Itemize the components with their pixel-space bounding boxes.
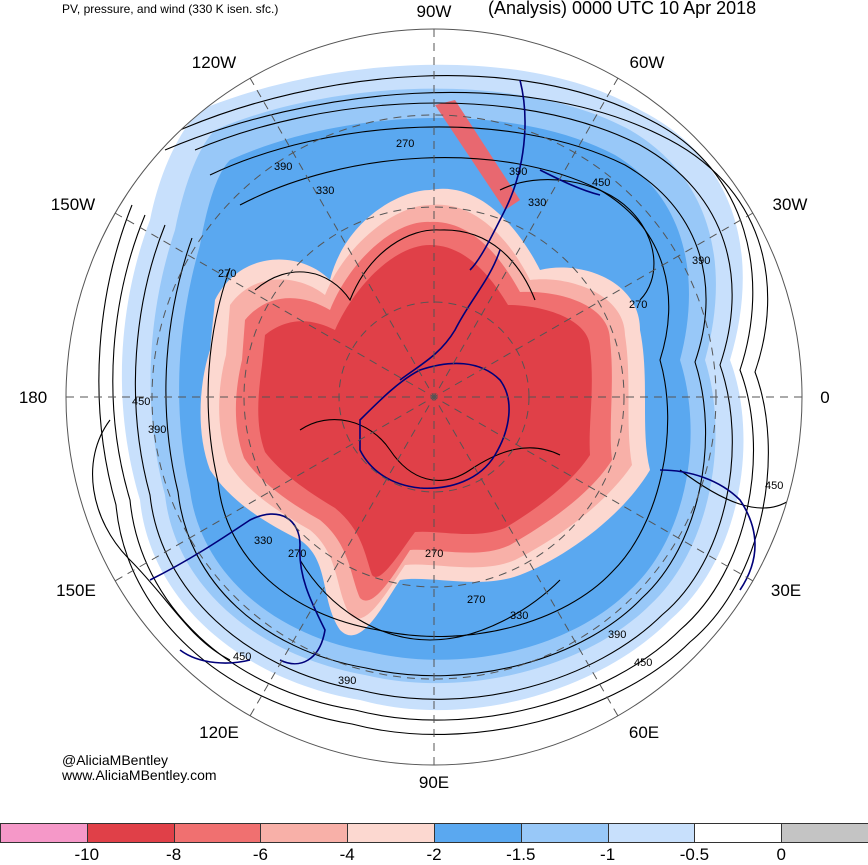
contour-label-330: 330 — [316, 185, 334, 197]
map-boundary — [65, 28, 803, 766]
map-subtitle: PV, pressure, and wind (330 K isen. sfc.… — [62, 2, 279, 16]
colorbar-label: -1.5 — [506, 845, 536, 864]
contour-label-330: 330 — [510, 610, 528, 622]
colorbar-swatch — [260, 823, 349, 843]
lon-label-90e: 90E — [419, 773, 449, 792]
contour-label-270: 270 — [396, 138, 414, 150]
colorbar-label: -10 — [74, 845, 100, 864]
colorbar-label: -6 — [252, 845, 268, 864]
lon-label-0: 0 — [820, 388, 829, 407]
contour-label-390: 390 — [509, 166, 527, 178]
colorbar-label: -0.5 — [679, 845, 710, 864]
lon-label-30w: 30W — [773, 195, 808, 214]
colorbar-label: -2 — [426, 845, 442, 864]
contour-label-390: 390 — [338, 675, 356, 687]
colorbar-swatch — [781, 823, 868, 843]
contour-label-450: 450 — [233, 651, 251, 663]
lon-label-150e: 150E — [56, 581, 96, 600]
colorbar-swatch — [173, 823, 262, 843]
colorbar-label: -8 — [166, 845, 182, 864]
lon-label-60w: 60W — [630, 53, 665, 72]
colorbar-swatch — [86, 823, 175, 843]
lon-label-120w: 120W — [192, 53, 236, 72]
contour-label-390: 390 — [608, 629, 626, 641]
contour-label-390: 390 — [692, 255, 710, 267]
contour-label-330: 330 — [254, 535, 272, 547]
contour-label-450: 450 — [132, 396, 150, 408]
contour-label-270: 270 — [218, 268, 236, 280]
contour-label-450: 450 — [765, 480, 783, 492]
colorbar: -10 -8 -6 -4 -2 -1.5 -1 -0.5 0 — [0, 823, 868, 865]
graticule — [66, 29, 802, 765]
lon-label-90w: 90W — [417, 2, 452, 21]
lon-label-60e: 60E — [629, 723, 659, 742]
contour-label-330: 330 — [528, 197, 546, 209]
contour-label-270: 270 — [467, 594, 485, 606]
credit-handle: @AliciaMBentley — [62, 752, 169, 768]
credit-website: www.AliciaMBentley.com — [62, 767, 217, 783]
colorbar-label: -1 — [600, 845, 616, 864]
pressure-contours — [92, 75, 791, 735]
contour-label-450: 450 — [634, 657, 652, 669]
colorbar-swatch — [694, 823, 783, 843]
lon-label-30e: 30E — [771, 581, 801, 600]
map-title: (Analysis) 0000 UTC 10 Apr 2018 — [488, 0, 757, 18]
colorbar-swatch — [520, 823, 609, 843]
pv-very-strong-region — [258, 245, 592, 577]
lon-label-180: 180 — [19, 388, 47, 407]
colorbar-swatch — [434, 823, 522, 843]
polar-map: 270 330 390 450 270 270 330 390 390 450 … — [19, 2, 830, 792]
colorbar-label: -4 — [339, 845, 355, 864]
contour-label-270: 270 — [288, 548, 306, 560]
colorbar-swatch — [607, 823, 696, 843]
colorbar-swatch — [0, 823, 88, 843]
lon-label-120e: 120E — [199, 723, 239, 742]
colorbar-swatch — [347, 823, 435, 843]
contour-label-390: 390 — [274, 161, 292, 173]
contour-label-390: 390 — [148, 424, 166, 436]
longitude-labels: 90W 60W 30W 0 30E 60E 90E 120E 150E 180 … — [19, 2, 830, 792]
contour-label-270: 270 — [425, 548, 443, 560]
contour-labels: 270 330 390 450 270 270 330 390 390 450 … — [132, 138, 783, 687]
colorbar-label: 0 — [776, 845, 786, 864]
contour-label-450: 450 — [592, 177, 610, 189]
contour-label-270: 270 — [629, 299, 647, 311]
lon-label-150w: 150W — [51, 195, 95, 214]
